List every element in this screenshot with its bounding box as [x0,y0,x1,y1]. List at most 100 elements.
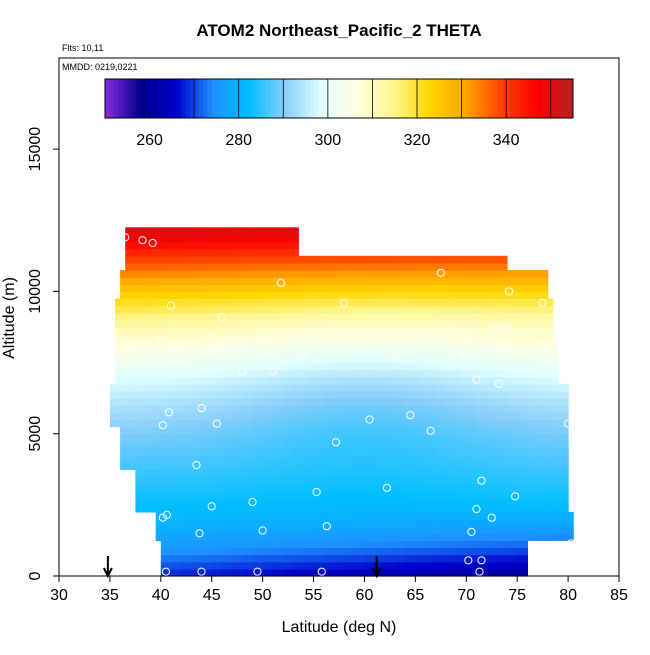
sample-point [121,233,130,242]
heatmap-cell [491,255,503,264]
heatmap-cell [267,476,279,485]
heatmap-cell [272,540,284,549]
heatmap-cell [109,419,121,428]
heatmap-cell [379,362,391,371]
heatmap-cell [532,369,544,378]
heatmap-cell [552,533,564,541]
heatmap-cell [283,291,294,300]
heatmap-cell [435,391,447,399]
heatmap-cell [176,298,187,307]
heatmap-cell [135,298,147,307]
heatmap-cell [186,312,198,321]
colorbar-segment [345,79,351,118]
heatmap-cell [216,262,228,271]
heatmap-cell [318,504,330,513]
heatmap-cell [135,341,147,349]
heatmap-cell [563,476,569,485]
heatmap-cell [318,305,330,314]
heatmap-cell [211,412,223,420]
heatmap-cell [323,405,335,413]
heatmap-cell [481,305,493,314]
heatmap-cell [425,270,437,278]
sample-point [317,567,326,576]
heatmap-cell [369,369,381,378]
heatmap-cell [206,476,218,485]
heatmap-cell [181,405,192,413]
heatmap-cell [461,504,472,513]
heatmap-cell [333,383,345,392]
heatmap-cell [252,284,264,292]
heatmap-cell [349,334,360,342]
heatmap-cell [232,547,243,556]
heatmap-cell [318,476,330,485]
heatmap-cell [313,440,325,449]
sample-point [158,513,167,522]
heatmap-cell [471,255,483,264]
heatmap-cell [501,469,513,477]
heatmap-cell [425,412,437,420]
heatmap-cell [206,255,218,264]
heatmap-cell [461,497,472,506]
heatmap-cell [491,519,503,527]
heatmap-cell [451,512,462,520]
heatmap-cell [466,398,478,406]
heatmap-cell [532,312,544,321]
heatmap-cell [430,255,442,264]
heatmap-cell [471,526,483,534]
heatmap-cell [420,255,432,264]
colorbar-segment [145,79,151,118]
heatmap-cell [440,255,452,264]
heatmap-cell [420,490,432,499]
heatmap-cell [323,426,335,435]
heatmap-cell [227,319,238,328]
heatmap-cell [130,383,142,392]
heatmap-cell [267,469,279,477]
heatmap-cell [303,419,315,428]
heatmap-cell [481,497,493,506]
heatmap-cell [471,476,483,485]
heatmap-cell [227,376,238,385]
heatmap-cell [262,447,274,456]
heatmap-cell [379,497,391,506]
heatmap-cell [461,469,472,477]
heatmap-cell [181,426,192,435]
heatmap-cell [532,476,544,485]
heatmap-cell [232,419,243,428]
heatmap-cell [415,447,427,456]
heatmap-cell [389,355,401,364]
heatmap-cell [227,234,238,243]
heatmap-cell [216,305,228,314]
heatmap-cell [344,447,355,456]
heatmap-cell [328,312,340,321]
colorbar-segment [158,79,164,118]
heatmap-cell [364,440,376,449]
heatmap-cell [211,398,223,406]
heatmap-cell [532,512,544,520]
heatmap-cell [466,426,478,435]
heatmap-cell [430,262,442,271]
heatmap-cell [135,255,147,264]
heatmap-cell [527,277,539,285]
heatmap-cell [339,262,350,271]
heatmap-cell [196,248,208,257]
heatmap-cell [405,405,416,413]
heatmap-cell [298,476,310,485]
heatmap-cell [221,540,233,549]
heatmap-cell [542,497,554,506]
heatmap-cell [308,497,320,506]
heatmap-cell [364,383,376,392]
heatmap-cell [456,284,467,292]
colorbar-segment [430,79,436,118]
heatmap-cell [155,362,167,371]
heatmap-cell [160,561,172,570]
heatmap-cell [216,362,228,371]
heatmap-cell [522,319,534,328]
heatmap-cell [277,519,289,527]
heatmap-cell [359,469,371,477]
heatmap-cell [165,341,177,349]
heatmap-cell [176,497,187,506]
heatmap-cell [160,433,172,442]
heatmap-cell [522,348,534,356]
heatmap-cell [369,305,381,314]
heatmap-cell [430,533,442,541]
